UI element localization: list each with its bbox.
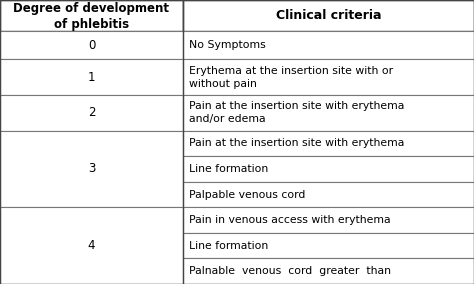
- Bar: [0, 207, 183, 284]
- Text: without pain: without pain: [189, 79, 256, 89]
- Text: of phlebitis: of phlebitis: [54, 18, 129, 31]
- Bar: [0, 0, 183, 32]
- Text: and/or edema: and/or edema: [189, 114, 265, 124]
- Text: 4: 4: [88, 239, 95, 252]
- Text: 0: 0: [88, 39, 95, 52]
- Bar: [183, 182, 474, 207]
- Text: Degree of development: Degree of development: [13, 2, 170, 15]
- Bar: [0, 32, 183, 59]
- Text: Clinical criteria: Clinical criteria: [276, 9, 381, 22]
- Text: 1: 1: [88, 71, 95, 84]
- Bar: [183, 59, 474, 95]
- Bar: [183, 131, 474, 156]
- Bar: [183, 32, 474, 59]
- Bar: [183, 258, 474, 284]
- Bar: [183, 207, 474, 233]
- Bar: [183, 95, 474, 131]
- Text: 2: 2: [88, 106, 95, 119]
- Text: Pain at the insertion site with erythema: Pain at the insertion site with erythema: [189, 138, 404, 149]
- Bar: [0, 59, 183, 95]
- Text: Pain in venous access with erythema: Pain in venous access with erythema: [189, 215, 390, 225]
- Text: Palpable venous cord: Palpable venous cord: [189, 189, 305, 200]
- Bar: [0, 95, 183, 131]
- Text: Line formation: Line formation: [189, 164, 268, 174]
- Text: Line formation: Line formation: [189, 241, 268, 251]
- Text: Erythema at the insertion site with or: Erythema at the insertion site with or: [189, 66, 393, 76]
- Text: No Symptoms: No Symptoms: [189, 40, 265, 51]
- Text: Pain at the insertion site with erythema: Pain at the insertion site with erythema: [189, 101, 404, 111]
- Bar: [183, 0, 474, 32]
- Text: 3: 3: [88, 162, 95, 176]
- Bar: [0, 131, 183, 207]
- Bar: [183, 233, 474, 258]
- Bar: [183, 156, 474, 182]
- Text: Palnable  venous  cord  greater  than: Palnable venous cord greater than: [189, 266, 391, 276]
